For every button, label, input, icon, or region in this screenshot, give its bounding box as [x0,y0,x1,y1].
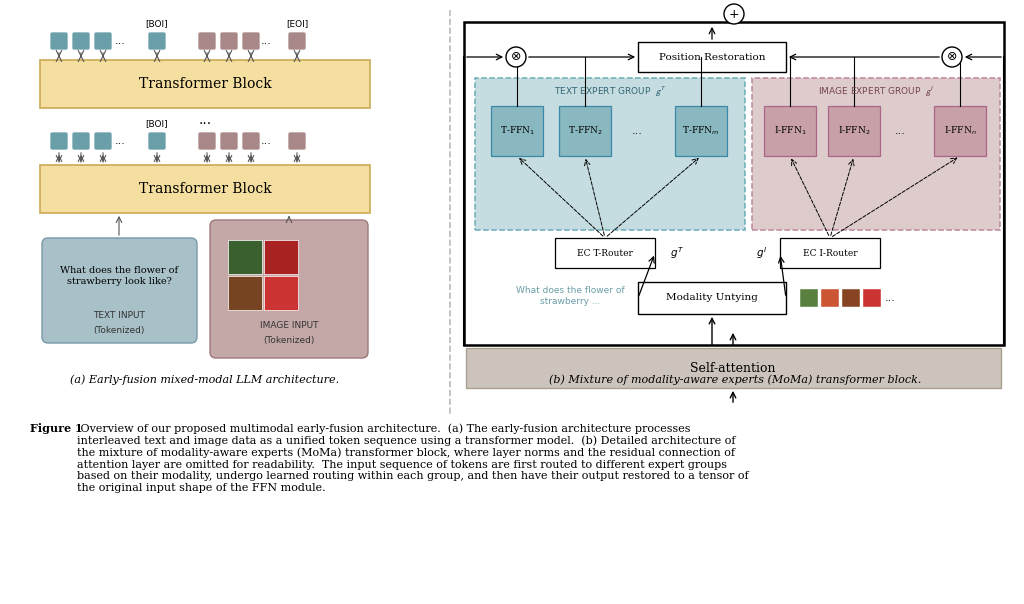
Text: ...: ... [260,36,271,46]
Text: ...: ... [115,36,125,46]
Bar [821,289,839,307]
Text: I-FFN$_2$: I-FFN$_2$ [838,125,870,137]
Text: ...: ... [885,293,895,303]
FancyBboxPatch shape [198,132,216,150]
Circle shape [506,47,526,67]
FancyBboxPatch shape [220,132,238,150]
Bar [828,106,880,156]
Bar [638,42,786,72]
Bar [228,276,262,310]
Text: Modality Untying: Modality Untying [666,294,758,303]
FancyBboxPatch shape [210,220,368,358]
FancyBboxPatch shape [42,238,197,343]
Text: TEXT EXPERT GROUP  $\mathcal{g}^T$: TEXT EXPERT GROUP $\mathcal{g}^T$ [554,85,667,99]
Text: ...: ... [632,126,642,136]
Text: What does the flower of
strawberry look like?: What does the flower of strawberry look … [60,266,178,286]
FancyBboxPatch shape [94,132,112,150]
Text: (Tokenized): (Tokenized) [93,326,144,335]
Bar [490,106,543,156]
Text: [BOI]: [BOI] [145,19,168,28]
FancyBboxPatch shape [94,32,112,50]
Text: (a) Early-fusion mixed-modal LLM architecture.: (a) Early-fusion mixed-modal LLM archite… [71,374,340,385]
Text: Position Restoration: Position Restoration [658,53,765,62]
Bar [466,348,1001,388]
Text: (Tokenized): (Tokenized) [263,335,314,344]
Bar [559,106,611,156]
Bar [842,289,860,307]
FancyBboxPatch shape [148,32,166,50]
Text: Overview of our proposed multimodal early-fusion architecture.  (a) The early-fu: Overview of our proposed multimodal earl… [77,423,749,493]
FancyBboxPatch shape [288,32,306,50]
Bar [555,238,655,268]
Text: EC T-Router: EC T-Router [578,248,633,257]
FancyBboxPatch shape [242,132,260,150]
Text: IMAGE EXPERT GROUP  $\mathcal{g}^I$: IMAGE EXPERT GROUP $\mathcal{g}^I$ [818,85,934,99]
Circle shape [942,47,962,67]
Bar [800,289,818,307]
Text: What does the flower of
strawberry ...: What does the flower of strawberry ... [516,286,625,306]
Bar [675,106,727,156]
Bar [264,240,298,274]
FancyBboxPatch shape [50,32,68,50]
Text: ...: ... [260,136,271,146]
Text: Figure 1: Figure 1 [30,423,83,434]
Text: T-FFN$_m$: T-FFN$_m$ [682,125,720,137]
Text: Transformer Block: Transformer Block [138,77,271,91]
Bar [228,240,262,274]
Circle shape [724,4,744,24]
Text: IMAGE INPUT: IMAGE INPUT [260,321,318,330]
Text: [EOI]: [EOI] [286,19,308,28]
Text: Self-attention: Self-attention [690,362,776,374]
Text: T-FFN$_1$: T-FFN$_1$ [500,125,535,137]
Text: (b) Mixture of modality-aware experts (MoMa) transformer block.: (b) Mixture of modality-aware experts (M… [549,374,922,385]
Text: ...: ... [895,126,905,136]
Bar [764,106,816,156]
FancyBboxPatch shape [148,132,166,150]
Text: EC I-Router: EC I-Router [803,248,857,257]
Bar [752,78,1000,230]
Text: Transformer Block: Transformer Block [138,182,271,196]
Text: T-FFN$_2$: T-FFN$_2$ [567,125,602,137]
Text: ...: ... [115,136,125,146]
FancyBboxPatch shape [288,132,306,150]
Bar [638,282,786,314]
Bar [934,106,986,156]
Bar [863,289,881,307]
Bar [475,78,745,230]
Text: ⊗: ⊗ [511,51,521,63]
FancyBboxPatch shape [50,132,68,150]
Text: ⊗: ⊗ [947,51,957,63]
Text: +: + [729,7,739,21]
Text: $g^T$: $g^T$ [670,245,684,261]
FancyBboxPatch shape [198,32,216,50]
Bar [40,60,370,108]
Text: I-FFN$_n$: I-FFN$_n$ [944,125,976,137]
Text: ...: ... [199,113,212,127]
Bar [264,276,298,310]
Text: I-FFN$_1$: I-FFN$_1$ [774,125,806,137]
FancyBboxPatch shape [72,32,90,50]
Text: [BOI]: [BOI] [145,120,168,129]
FancyBboxPatch shape [242,32,260,50]
FancyBboxPatch shape [72,132,90,150]
Bar [40,165,370,213]
FancyBboxPatch shape [220,32,238,50]
Bar [780,238,880,268]
Text: TEXT INPUT: TEXT INPUT [93,312,145,321]
Text: $g^I$: $g^I$ [757,245,768,261]
Bar [464,22,1004,345]
